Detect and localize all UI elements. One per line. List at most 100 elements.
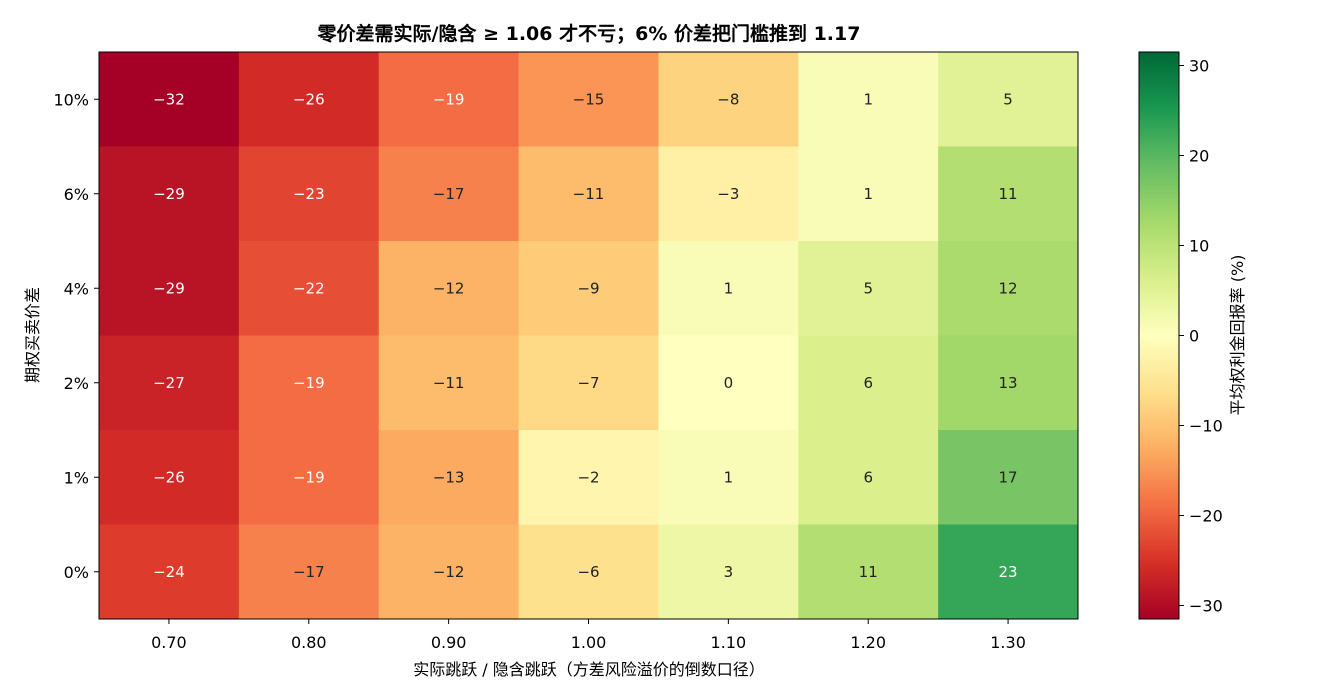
cell-value-label: −8 xyxy=(717,90,739,108)
y-tick-label: 2% xyxy=(64,374,89,393)
cell-value-label: 17 xyxy=(999,468,1018,486)
heatmap-cell xyxy=(658,524,799,620)
heatmap-cell xyxy=(518,52,659,147)
cell-value-label: 11 xyxy=(999,185,1018,203)
cell-value-label: −19 xyxy=(293,374,325,392)
heatmap-cell xyxy=(658,335,799,431)
colorbar-tick-label: −20 xyxy=(1189,507,1223,526)
heatmap-cell xyxy=(99,430,240,525)
cell-value-label: 23 xyxy=(999,563,1018,581)
cell-value-label: 6 xyxy=(863,374,873,392)
heatmap-cell xyxy=(658,146,799,242)
heatmap-cell xyxy=(518,430,659,525)
heatmap-cell xyxy=(518,241,659,336)
cell-value-label: 6 xyxy=(863,468,873,486)
heatmap-cell xyxy=(518,335,659,431)
chart-title: 零价差需实际/隐含 ≥ 1.06 才不亏；6% 价差把门槛推到 1.17 xyxy=(317,22,861,45)
heatmap-cell xyxy=(99,241,240,336)
cell-value-label: 0 xyxy=(724,374,734,392)
x-tick-label: 0.80 xyxy=(291,633,327,652)
cell-value-label: −13 xyxy=(433,468,465,486)
cell-value-label: −19 xyxy=(433,90,465,108)
cell-value-label: −15 xyxy=(573,90,605,108)
heatmap-cell xyxy=(938,430,1079,525)
cell-value-label: −12 xyxy=(433,563,465,581)
cell-value-label: −12 xyxy=(433,279,465,297)
heatmap-cell xyxy=(238,241,380,336)
y-tick-label: 6% xyxy=(64,185,89,204)
colorbar-tick-label: 30 xyxy=(1189,57,1209,76)
cell-value-label: −29 xyxy=(153,279,185,297)
y-tick-label: 0% xyxy=(64,563,89,582)
cell-value-label: −3 xyxy=(717,185,739,203)
heatmap-cell xyxy=(378,241,520,336)
cell-value-label: −19 xyxy=(293,468,325,486)
cell-value-label: 5 xyxy=(863,279,873,297)
heatmap-cells: −32 −26 −19 −15 −8 1 5−29 −23 −17 −11 −3 1 11−29 −22−… xyxy=(99,52,1079,620)
cell-value-label: 3 xyxy=(724,563,734,581)
cell-value-label: 1 xyxy=(724,468,734,486)
heatmap-cell xyxy=(938,52,1079,147)
colorbar-tick-label: −10 xyxy=(1189,417,1223,436)
cell-value-label: 1 xyxy=(863,90,873,108)
cell-value-label: −17 xyxy=(293,563,325,581)
cell-value-label: −6 xyxy=(577,563,599,581)
heatmap-cell xyxy=(938,146,1079,242)
colorbar-tick-label: 10 xyxy=(1189,237,1209,256)
cell-value-label: −11 xyxy=(433,374,465,392)
heatmap-cell xyxy=(378,524,520,620)
y-axis-label: 期权买卖价差 xyxy=(23,287,42,383)
cell-value-label: −9 xyxy=(577,279,599,297)
heatmap-cell xyxy=(378,335,520,431)
heatmap-cell xyxy=(658,430,799,525)
cell-value-label: −26 xyxy=(293,90,325,108)
heatmap-cell xyxy=(238,430,380,525)
x-tick-label: 1.20 xyxy=(850,633,886,652)
heatmap-cell xyxy=(238,524,380,620)
y-tick-label: 4% xyxy=(64,279,89,298)
x-tick-label: 1.00 xyxy=(571,633,607,652)
y-tick-label: 10% xyxy=(53,90,89,109)
colorbar-tick-label: −30 xyxy=(1189,597,1223,616)
x-tick-label: 0.70 xyxy=(151,633,187,652)
cell-value-label: −24 xyxy=(153,563,185,581)
y-tick-label: 1% xyxy=(64,468,89,487)
cell-value-label: −2 xyxy=(577,468,599,486)
cell-value-label: 1 xyxy=(724,279,734,297)
colorbar: −30 −20 −10 0 10 20 30 xyxy=(1138,51,1223,620)
heatmap-cell xyxy=(658,241,799,336)
heatmap-cell xyxy=(238,335,380,431)
heatmap-cell xyxy=(238,52,380,147)
colorbar-tick-label: 20 xyxy=(1189,147,1209,166)
heatmap-cell xyxy=(378,146,520,242)
heatmap-cell xyxy=(378,52,520,147)
heatmap-cell xyxy=(518,146,659,242)
cell-value-label: −17 xyxy=(433,185,465,203)
heatmap-cell xyxy=(99,524,240,620)
heatmap-cell xyxy=(798,335,939,431)
heatmap-cell xyxy=(378,430,520,525)
x-axis: 0.70 0.80 0.90 1.00 1.10 1.20 1.30 xyxy=(151,619,1026,652)
heatmap-cell xyxy=(798,430,939,525)
heatmap-cell xyxy=(99,335,240,431)
cell-value-label: −22 xyxy=(293,279,325,297)
heatmap-cell xyxy=(798,146,939,242)
y-axis: 10% 6% 4% 2% 1% 0% xyxy=(53,90,99,582)
cell-value-label: −11 xyxy=(573,185,605,203)
cell-value-label: −7 xyxy=(577,374,599,392)
cell-value-label: 13 xyxy=(999,374,1018,392)
heatmap-cell xyxy=(99,146,240,242)
cell-value-label: 11 xyxy=(859,563,878,581)
cell-value-label: −23 xyxy=(293,185,325,203)
heatmap-cell xyxy=(99,52,240,147)
x-tick-label: 1.30 xyxy=(990,633,1026,652)
colorbar-label: 平均权利金回报率 (%) xyxy=(1228,255,1247,416)
cell-value-label: 5 xyxy=(1003,90,1013,108)
cell-value-label: −29 xyxy=(153,185,185,203)
cell-value-label: 12 xyxy=(999,279,1018,297)
cell-value-label: −26 xyxy=(153,468,185,486)
cell-value-label: 1 xyxy=(863,185,873,203)
heatmap-cell xyxy=(798,52,939,147)
heatmap-cell xyxy=(938,335,1079,431)
